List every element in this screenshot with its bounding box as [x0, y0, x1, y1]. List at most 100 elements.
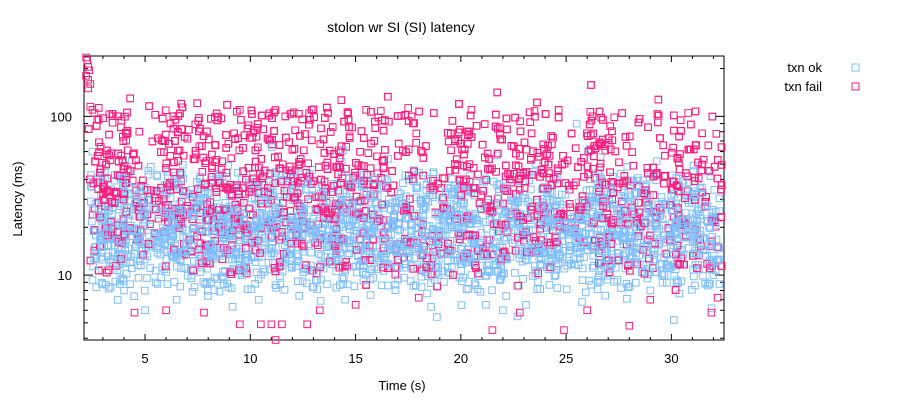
point-txn-fail: [472, 122, 481, 130]
point-txn-ok: [221, 231, 230, 240]
point-txn-ok: [596, 153, 605, 161]
point-txn-ok: [589, 261, 598, 270]
point-txn-fail: [618, 109, 626, 117]
point-txn-ok: [104, 221, 113, 229]
point-txn-ok: [642, 180, 651, 189]
point-txn-ok: [534, 248, 543, 256]
point-txn-ok: [564, 219, 573, 227]
point-txn-fail: [317, 124, 325, 133]
point-txn-fail: [684, 145, 693, 154]
point-txn-fail: [674, 259, 683, 268]
point-txn-fail: [515, 186, 524, 194]
point-txn-ok: [429, 238, 437, 246]
point-txn-ok: [410, 254, 419, 262]
point-txn-ok: [467, 271, 476, 279]
point-txn-ok: [593, 186, 601, 194]
point-txn-fail: [328, 123, 337, 131]
point-txn-fail: [606, 168, 614, 176]
point-txn-ok: [323, 280, 331, 288]
point-txn-ok: [190, 212, 198, 220]
point-txn-ok: [209, 252, 217, 261]
point-txn-ok: [501, 236, 509, 244]
point-txn-fail: [345, 134, 354, 142]
point-txn-fail: [379, 164, 388, 173]
point-txn-fail: [370, 137, 379, 145]
point-txn-ok: [256, 209, 264, 217]
point-txn-ok: [345, 175, 353, 183]
point-txn-ok: [343, 251, 352, 259]
point-txn-fail: [126, 94, 135, 103]
point-txn-fail: [193, 185, 202, 193]
point-txn-fail: [660, 179, 668, 188]
point-txn-fail: [656, 134, 664, 142]
point-txn-ok: [670, 316, 678, 324]
point-txn-ok: [281, 250, 290, 259]
point-txn-fail: [430, 109, 438, 117]
point-txn-ok: [336, 281, 344, 289]
point-txn-ok: [149, 204, 158, 212]
point-txn-ok: [276, 280, 285, 289]
point-txn-fail: [315, 163, 323, 171]
point-txn-ok: [553, 232, 561, 241]
point-txn-ok: [658, 269, 666, 278]
point-txn-ok: [356, 236, 365, 245]
point-txn-fail: [171, 207, 180, 216]
point-txn-fail: [245, 204, 253, 213]
y-tick-label-10: 10: [58, 268, 72, 283]
point-txn-fail: [362, 106, 370, 114]
point-txn-ok: [446, 249, 454, 258]
point-txn-ok: [582, 216, 591, 225]
point-txn-ok: [504, 207, 512, 216]
point-txn-ok: [99, 230, 108, 238]
point-txn-fail: [698, 129, 706, 138]
point-txn-fail: [502, 161, 510, 170]
point-txn-fail: [388, 167, 396, 175]
point-txn-fail: [488, 326, 497, 334]
point-txn-ok: [111, 277, 120, 286]
point-txn-ok: [105, 207, 113, 215]
point-txn-ok: [134, 261, 142, 269]
point-txn-fail: [485, 236, 494, 244]
point-txn-fail: [326, 128, 335, 136]
point-txn-ok: [580, 253, 588, 261]
point-txn-ok: [145, 222, 154, 231]
point-txn-ok: [143, 196, 152, 204]
point-txn-fail: [451, 137, 459, 145]
point-txn-ok: [188, 250, 197, 259]
point-txn-fail: [103, 174, 112, 183]
point-txn-ok: [251, 258, 260, 266]
point-txn-ok: [579, 207, 588, 216]
point-txn-fail: [611, 147, 620, 156]
point-txn-fail: [595, 187, 603, 196]
point-txn-ok: [214, 248, 223, 257]
point-txn-ok: [551, 271, 560, 279]
point-txn-ok: [409, 166, 418, 174]
point-txn-ok: [210, 286, 219, 294]
point-txn-fail: [419, 154, 428, 162]
point-txn-fail: [119, 165, 128, 173]
point-txn-ok: [268, 215, 276, 224]
point-txn-ok: [372, 254, 381, 262]
point-txn-ok: [593, 285, 602, 294]
point-txn-ok: [252, 199, 261, 208]
point-txn-fail: [622, 142, 631, 150]
point-txn-fail: [95, 138, 103, 147]
point-txn-fail: [294, 161, 303, 170]
point-txn-fail: [383, 184, 392, 192]
point-txn-ok: [499, 306, 507, 315]
point-txn-fail: [608, 127, 616, 136]
point-txn-ok: [106, 258, 114, 266]
point-txn-fail: [475, 199, 484, 208]
point-txn-ok: [101, 280, 110, 289]
point-txn-fail: [598, 214, 607, 222]
point-txn-fail: [615, 158, 623, 167]
point-txn-ok: [495, 276, 504, 284]
point-txn-ok: [392, 263, 401, 272]
point-txn-ok: [684, 218, 692, 226]
point-txn-fail: [541, 110, 550, 118]
point-txn-fail: [218, 157, 227, 166]
point-txn-fail: [675, 132, 683, 141]
point-txn-ok: [160, 181, 169, 189]
point-txn-fail: [422, 263, 431, 271]
chart-title: stolon wr SI (SI) latency: [327, 19, 475, 35]
